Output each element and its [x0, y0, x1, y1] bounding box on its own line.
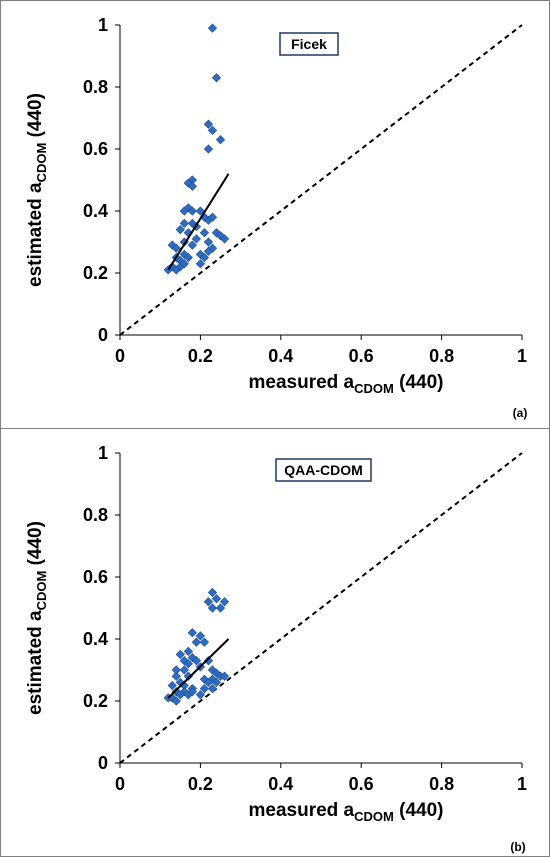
data-point	[219, 234, 230, 244]
x-tick-label: 1	[517, 774, 527, 794]
data-point	[207, 587, 218, 598]
data-point	[195, 690, 206, 700]
y-tick-label: 0	[98, 325, 108, 345]
data-point	[199, 228, 210, 238]
data-point	[199, 637, 210, 647]
data-point	[203, 677, 214, 688]
y-tick-label: 0.6	[83, 139, 108, 159]
x-axis-label: measured aCDOM (440)	[249, 800, 444, 824]
data-point	[183, 252, 193, 263]
legend-box: QAA-CDOM	[275, 458, 372, 482]
data-point	[199, 252, 210, 263]
x-tick-label: 0.6	[349, 346, 374, 366]
y-tick-label: 0.8	[83, 77, 108, 97]
data-point	[215, 135, 226, 145]
data-point	[171, 671, 181, 681]
data-point	[195, 259, 206, 269]
data-point	[183, 203, 193, 213]
data-point	[207, 23, 218, 33]
data-point	[179, 665, 189, 675]
data-point	[195, 631, 206, 641]
data-point	[183, 659, 193, 669]
x-tick-label: 0.2	[188, 774, 213, 794]
data-point	[171, 243, 181, 253]
x-axis-label: measured aCDOM (440)	[249, 372, 444, 396]
data-point	[191, 234, 202, 244]
y-axis-label: estimated aCDOM (440)	[25, 521, 49, 715]
data-point	[175, 224, 185, 235]
data-point	[191, 637, 202, 647]
chart-b-svg: 0 0.2 0.4 0.6 0.8 1 0 0.2 0.4 0.6 0.8 1 QAA-CDOM meas…	[25, 443, 527, 854]
data-point	[219, 597, 230, 607]
data-point	[211, 677, 222, 688]
data-point	[207, 683, 218, 694]
regression-line	[167, 173, 230, 271]
chart-title: Ficek	[291, 36, 327, 52]
data-point	[175, 649, 185, 660]
x-tick-label: 0.6	[349, 774, 374, 794]
x-tick-label: 0	[115, 346, 125, 366]
panel-a: 0 0.2 0.4 0.6 0.8 1 0 0.2 0.4 0.6 0.8 1 Ficek measure…	[0, 0, 550, 429]
x-tick-label: 0.2	[188, 346, 213, 366]
y-tick-label: 1	[98, 443, 108, 463]
data-point	[215, 603, 226, 613]
chart-a-svg: 0 0.2 0.4 0.6 0.8 1 0 0.2 0.4 0.6 0.8 1 Ficek measure…	[25, 15, 528, 420]
data-point	[171, 696, 181, 706]
data-point	[187, 687, 197, 697]
data-point	[207, 603, 218, 613]
x-tick-label: 0.8	[429, 346, 454, 366]
data-point	[203, 246, 214, 256]
data-point	[199, 683, 210, 694]
data-point	[207, 125, 218, 136]
data-point	[207, 212, 218, 222]
regression-line	[167, 638, 230, 699]
data-point	[219, 671, 230, 681]
data-point	[191, 656, 202, 666]
x-tick-label: 0.4	[268, 346, 293, 366]
y-tick-label: 0.4	[83, 201, 108, 221]
legend-frame	[279, 32, 339, 56]
panel-letter: (a)	[513, 406, 528, 420]
data-point	[167, 680, 177, 691]
panel-letter: (b)	[510, 840, 525, 854]
x-tick-label: 0.4	[268, 774, 293, 794]
data-point	[175, 690, 185, 700]
data-point	[179, 206, 189, 216]
chart-title: QAA-CDOM	[284, 462, 363, 478]
y-tick-label: 0.4	[83, 629, 108, 649]
data-point	[179, 259, 189, 269]
x-tick-label: 0.8	[429, 774, 454, 794]
data-point	[187, 240, 197, 250]
one-to-one-line	[119, 24, 523, 336]
data-point	[187, 181, 197, 191]
y-tick-label: 1	[98, 15, 108, 35]
y-tick-label: 0.2	[83, 263, 108, 283]
data-point	[211, 73, 222, 83]
data-point	[203, 656, 214, 666]
data-point	[203, 597, 214, 607]
y-tick-label: 0.2	[83, 691, 108, 711]
y-tick-label: 0	[98, 753, 108, 773]
data-point	[171, 265, 181, 275]
data-point	[187, 628, 197, 638]
data-point	[179, 218, 189, 229]
legend-box: Ficek	[279, 32, 339, 56]
data-point	[195, 206, 206, 216]
data-point	[203, 237, 214, 247]
panel-b: 0 0.2 0.4 0.6 0.8 1 0 0.2 0.4 0.6 0.8 1 QAA-CDOM meas…	[0, 428, 550, 857]
data-point	[187, 206, 197, 216]
x-tick-label: 1	[517, 346, 527, 366]
data-point	[183, 646, 193, 657]
legend-frame	[275, 458, 372, 482]
one-to-one-line	[119, 452, 523, 764]
y-tick-label: 0.8	[83, 505, 108, 525]
data-point	[211, 594, 222, 604]
data-point	[203, 119, 214, 129]
x-tick-label: 0	[115, 774, 125, 794]
data-point	[203, 144, 214, 154]
y-axis-label: estimated aCDOM (440)	[25, 93, 49, 287]
y-tick-label: 0.6	[83, 567, 108, 587]
